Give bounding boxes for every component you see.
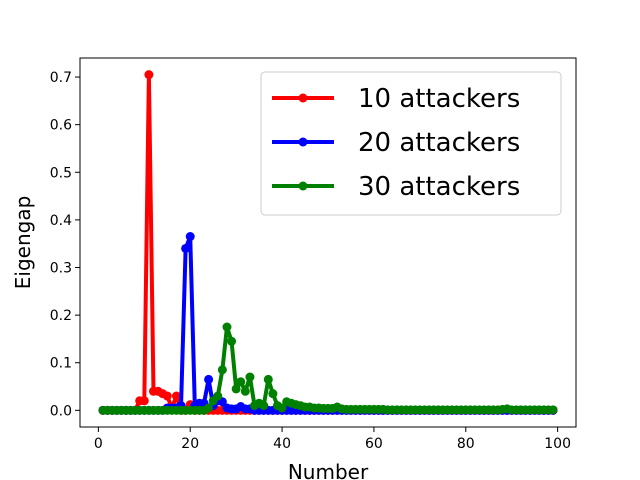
legend-label: 20 attackers — [358, 128, 520, 158]
data-point — [139, 396, 149, 406]
x-axis-ticks: 0 20 40 60 80 100 — [94, 427, 571, 452]
y-tick-label: 0.5 — [50, 165, 72, 181]
data-point — [222, 322, 232, 332]
plot-frame — [79, 57, 577, 428]
y-tick-label: 0.3 — [50, 260, 72, 276]
series-3 — [98, 322, 558, 415]
data-point — [245, 372, 255, 382]
data-point — [181, 243, 191, 253]
x-tick-label: 20 — [181, 436, 199, 452]
data-point — [204, 374, 214, 384]
data-point — [227, 336, 237, 346]
legend-item-1: 10 attackers — [272, 84, 520, 114]
legend-box — [260, 71, 562, 216]
data-point — [231, 384, 241, 394]
legend-item-3: 30 attackers — [272, 172, 520, 202]
x-tick-label: 0 — [94, 436, 103, 452]
x-tick-label: 80 — [457, 436, 475, 452]
series-2 — [98, 232, 558, 415]
x-axis-label: Number — [288, 460, 369, 480]
legend-swatch-marker — [298, 137, 308, 147]
series-line-2 — [102, 234, 554, 413]
y-tick-label: 0.2 — [50, 308, 72, 324]
y-tick-label: 0.7 — [50, 70, 72, 86]
data-point — [236, 377, 246, 387]
legend-label: 10 attackers — [358, 84, 520, 114]
data-point — [277, 403, 287, 413]
data-point — [259, 401, 269, 411]
y-tick-label: 0.4 — [50, 213, 72, 229]
series-layer — [98, 70, 558, 415]
y-axis-ticks: 0.0 0.1 0.2 0.3 0.4 0.5 0.6 0.7 — [50, 70, 80, 419]
data-point — [162, 391, 172, 401]
legend-swatch-marker — [298, 93, 308, 103]
data-point — [240, 386, 250, 396]
data-point — [268, 389, 278, 399]
data-point — [263, 374, 273, 384]
y-tick-label: 0.1 — [50, 356, 72, 372]
legend-item-2: 20 attackers — [272, 128, 520, 158]
data-point — [171, 391, 181, 401]
legend-swatch-marker — [298, 181, 308, 191]
x-tick-label: 40 — [273, 436, 291, 452]
data-point — [548, 405, 558, 415]
data-point — [185, 232, 195, 242]
data-point — [144, 70, 154, 80]
x-tick-label: 60 — [365, 436, 383, 452]
y-axis-label: Eigengap — [11, 196, 35, 290]
y-tick-label: 0.6 — [50, 118, 72, 134]
legend: 10 attackers 20 attackers 30 attackers — [260, 71, 562, 216]
data-point — [204, 403, 214, 413]
x-tick-label: 100 — [544, 436, 571, 452]
y-tick-label: 0.0 — [50, 403, 72, 419]
data-point — [213, 391, 223, 401]
data-point — [217, 365, 227, 375]
legend-label: 30 attackers — [358, 172, 520, 202]
